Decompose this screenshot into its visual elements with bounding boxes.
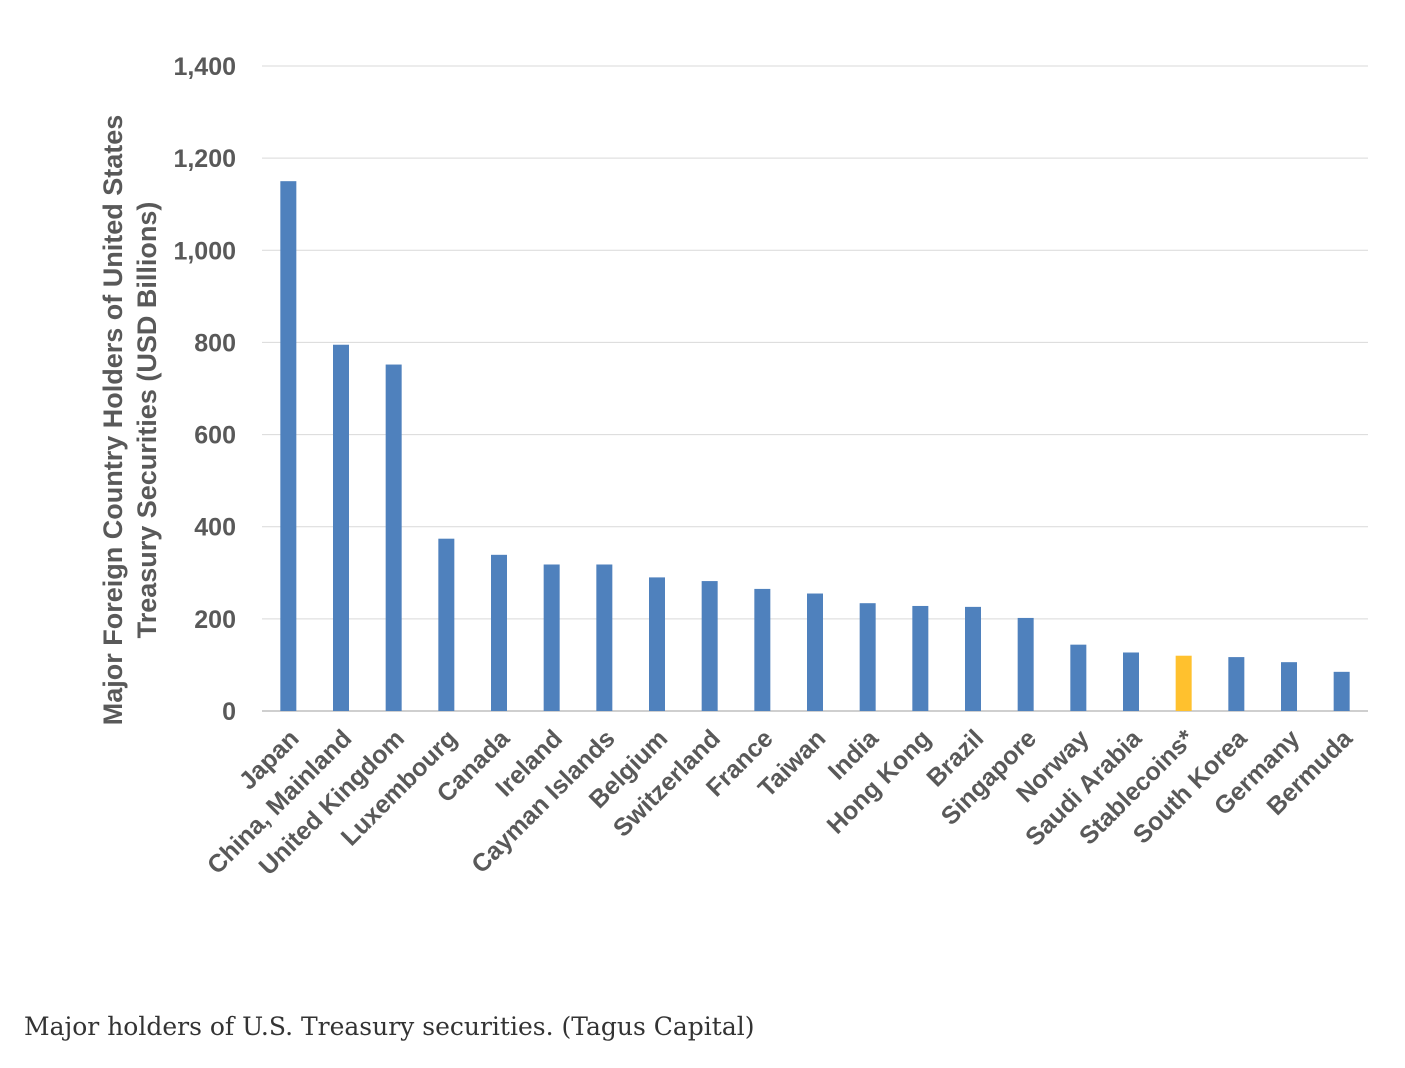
bar — [649, 577, 665, 711]
bar — [807, 593, 823, 711]
bar — [385, 364, 402, 711]
bar — [1228, 657, 1245, 711]
y-axis-title-line-2: Treasury Securities (USD Billions) — [132, 202, 162, 639]
y-tick-label: 800 — [194, 329, 236, 357]
y-tick-label: 1,400 — [173, 53, 236, 81]
bar — [491, 554, 507, 711]
y-tick-label: 1,000 — [173, 237, 236, 265]
bar — [333, 344, 349, 711]
y-tick-label: 400 — [194, 514, 236, 542]
bar — [1017, 617, 1034, 711]
y-tick-label: 200 — [194, 606, 236, 634]
bar — [1070, 644, 1087, 711]
bar — [701, 581, 718, 711]
figure-caption: Major holders of U.S. Treasury securitie… — [24, 1012, 755, 1041]
y-tick-label: 0 — [222, 698, 236, 726]
y-axis-title: Major Foreign Country Holders of United … — [98, 115, 162, 726]
bars — [280, 181, 1350, 711]
bar — [1175, 655, 1192, 711]
bar — [543, 564, 560, 711]
bar — [596, 564, 613, 711]
bar — [438, 538, 455, 711]
bar — [754, 588, 771, 711]
y-tick-label: 600 — [194, 422, 236, 450]
bar — [912, 605, 929, 711]
y-axis-ticks: 0 200 400 600 800 1,000 1,200 1,400 — [173, 53, 236, 726]
bar-chart: 0 200 400 600 800 1,000 1,200 1,400 JapanChina,… — [98, 53, 1368, 881]
bar — [859, 603, 876, 711]
bar — [280, 181, 297, 711]
y-tick-label: 1,200 — [173, 145, 236, 173]
bar — [1123, 652, 1139, 711]
bar — [1281, 662, 1297, 711]
bar — [1333, 671, 1350, 711]
y-axis-title-line-1: Major Foreign Country Holders of United … — [98, 115, 128, 726]
bar — [965, 606, 981, 711]
